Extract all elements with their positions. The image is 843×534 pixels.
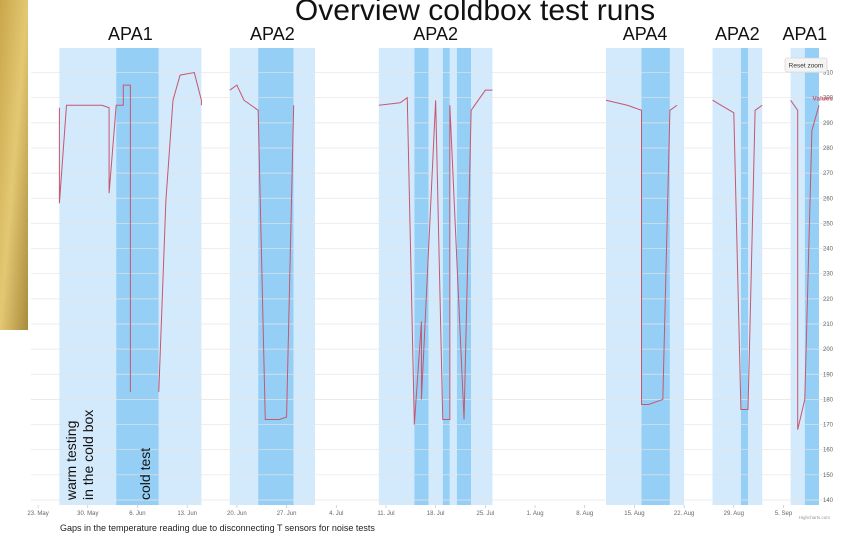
y-tick-label: 230 (823, 272, 834, 278)
y-tick-label: 240 (823, 247, 834, 253)
y-tick-label: 150 (823, 473, 834, 479)
run-band (414, 48, 428, 505)
run-band (443, 48, 450, 505)
x-tick-label: 22. Aug (674, 511, 694, 517)
x-tick-label: 5. Sep (775, 511, 793, 517)
y-tick-label: 210 (823, 322, 834, 328)
run-band (471, 48, 492, 505)
x-tick-label: 15. Aug (624, 511, 644, 517)
run-label: APA2 (413, 24, 458, 44)
run-label: APA2 (715, 24, 760, 44)
run-band (230, 48, 258, 505)
annotation: in the cold box (80, 410, 96, 500)
x-tick-label: 8. Aug (576, 511, 593, 517)
reset-zoom-label[interactable]: Reset zoom (789, 63, 824, 70)
y-tick-label: 290 (823, 121, 834, 127)
x-tick-label: 18. Jul (427, 511, 445, 517)
run-band (805, 48, 819, 505)
x-tick-label: 6. Jun (129, 511, 145, 517)
page: {"chart_data": { "type": "line", "title"… (0, 0, 843, 534)
run-band (670, 48, 684, 505)
credit: Highcharts.com (799, 515, 831, 520)
photo-strip (0, 0, 28, 330)
footnote: Gaps in the temperature reading due to d… (60, 523, 375, 533)
y-tick-label: 140 (823, 498, 834, 504)
x-tick-label: 23. May (27, 511, 48, 517)
y-tick-label: 270 (823, 171, 834, 177)
x-tick-label: 20. Jun (227, 511, 247, 517)
run-band (606, 48, 641, 505)
series-label: Values (812, 96, 833, 103)
annotation: cold test (137, 448, 153, 500)
y-tick-label: 190 (823, 372, 834, 378)
y-tick-label: 200 (823, 347, 834, 353)
slide: Overview coldbox test runs APA1 APA2 APA2 A… (0, 0, 843, 534)
y-tick-label: 280 (823, 146, 834, 152)
run-band (713, 48, 741, 505)
x-tick-label: 25. Jul (476, 511, 494, 517)
y-tick-label: 180 (823, 397, 834, 403)
y-tick-label: 160 (823, 448, 834, 454)
y-tick-label: 260 (823, 196, 834, 202)
x-tick-label: 11. Jul (377, 511, 394, 517)
y-tick-label: 220 (823, 297, 834, 303)
annotation: warm testing (63, 421, 79, 501)
run-band (116, 48, 159, 505)
run-band (379, 48, 414, 505)
run-band (258, 48, 293, 505)
run-label: APA1 (782, 24, 827, 44)
x-tick-label: 29. Aug (724, 511, 744, 517)
run-band (741, 48, 748, 505)
run-label: APA1 (108, 24, 153, 44)
run-band (294, 48, 315, 505)
x-tick-label: 13. Jun (177, 511, 197, 517)
x-tick-label: 4. Jul (329, 511, 343, 517)
run-band (159, 48, 202, 505)
run-label: APA2 (250, 24, 295, 44)
x-tick-label: 1. Aug (527, 511, 544, 517)
y-tick-label: 170 (823, 423, 834, 429)
slide-title: Overview coldbox test runs (295, 0, 655, 27)
run-band (457, 48, 471, 505)
run-label: APA4 (623, 24, 668, 44)
run-band (450, 48, 457, 505)
x-tick-label: 27. Jun (277, 511, 297, 517)
x-tick-label: 30. May (77, 511, 98, 517)
y-tick-label: 250 (823, 221, 834, 227)
